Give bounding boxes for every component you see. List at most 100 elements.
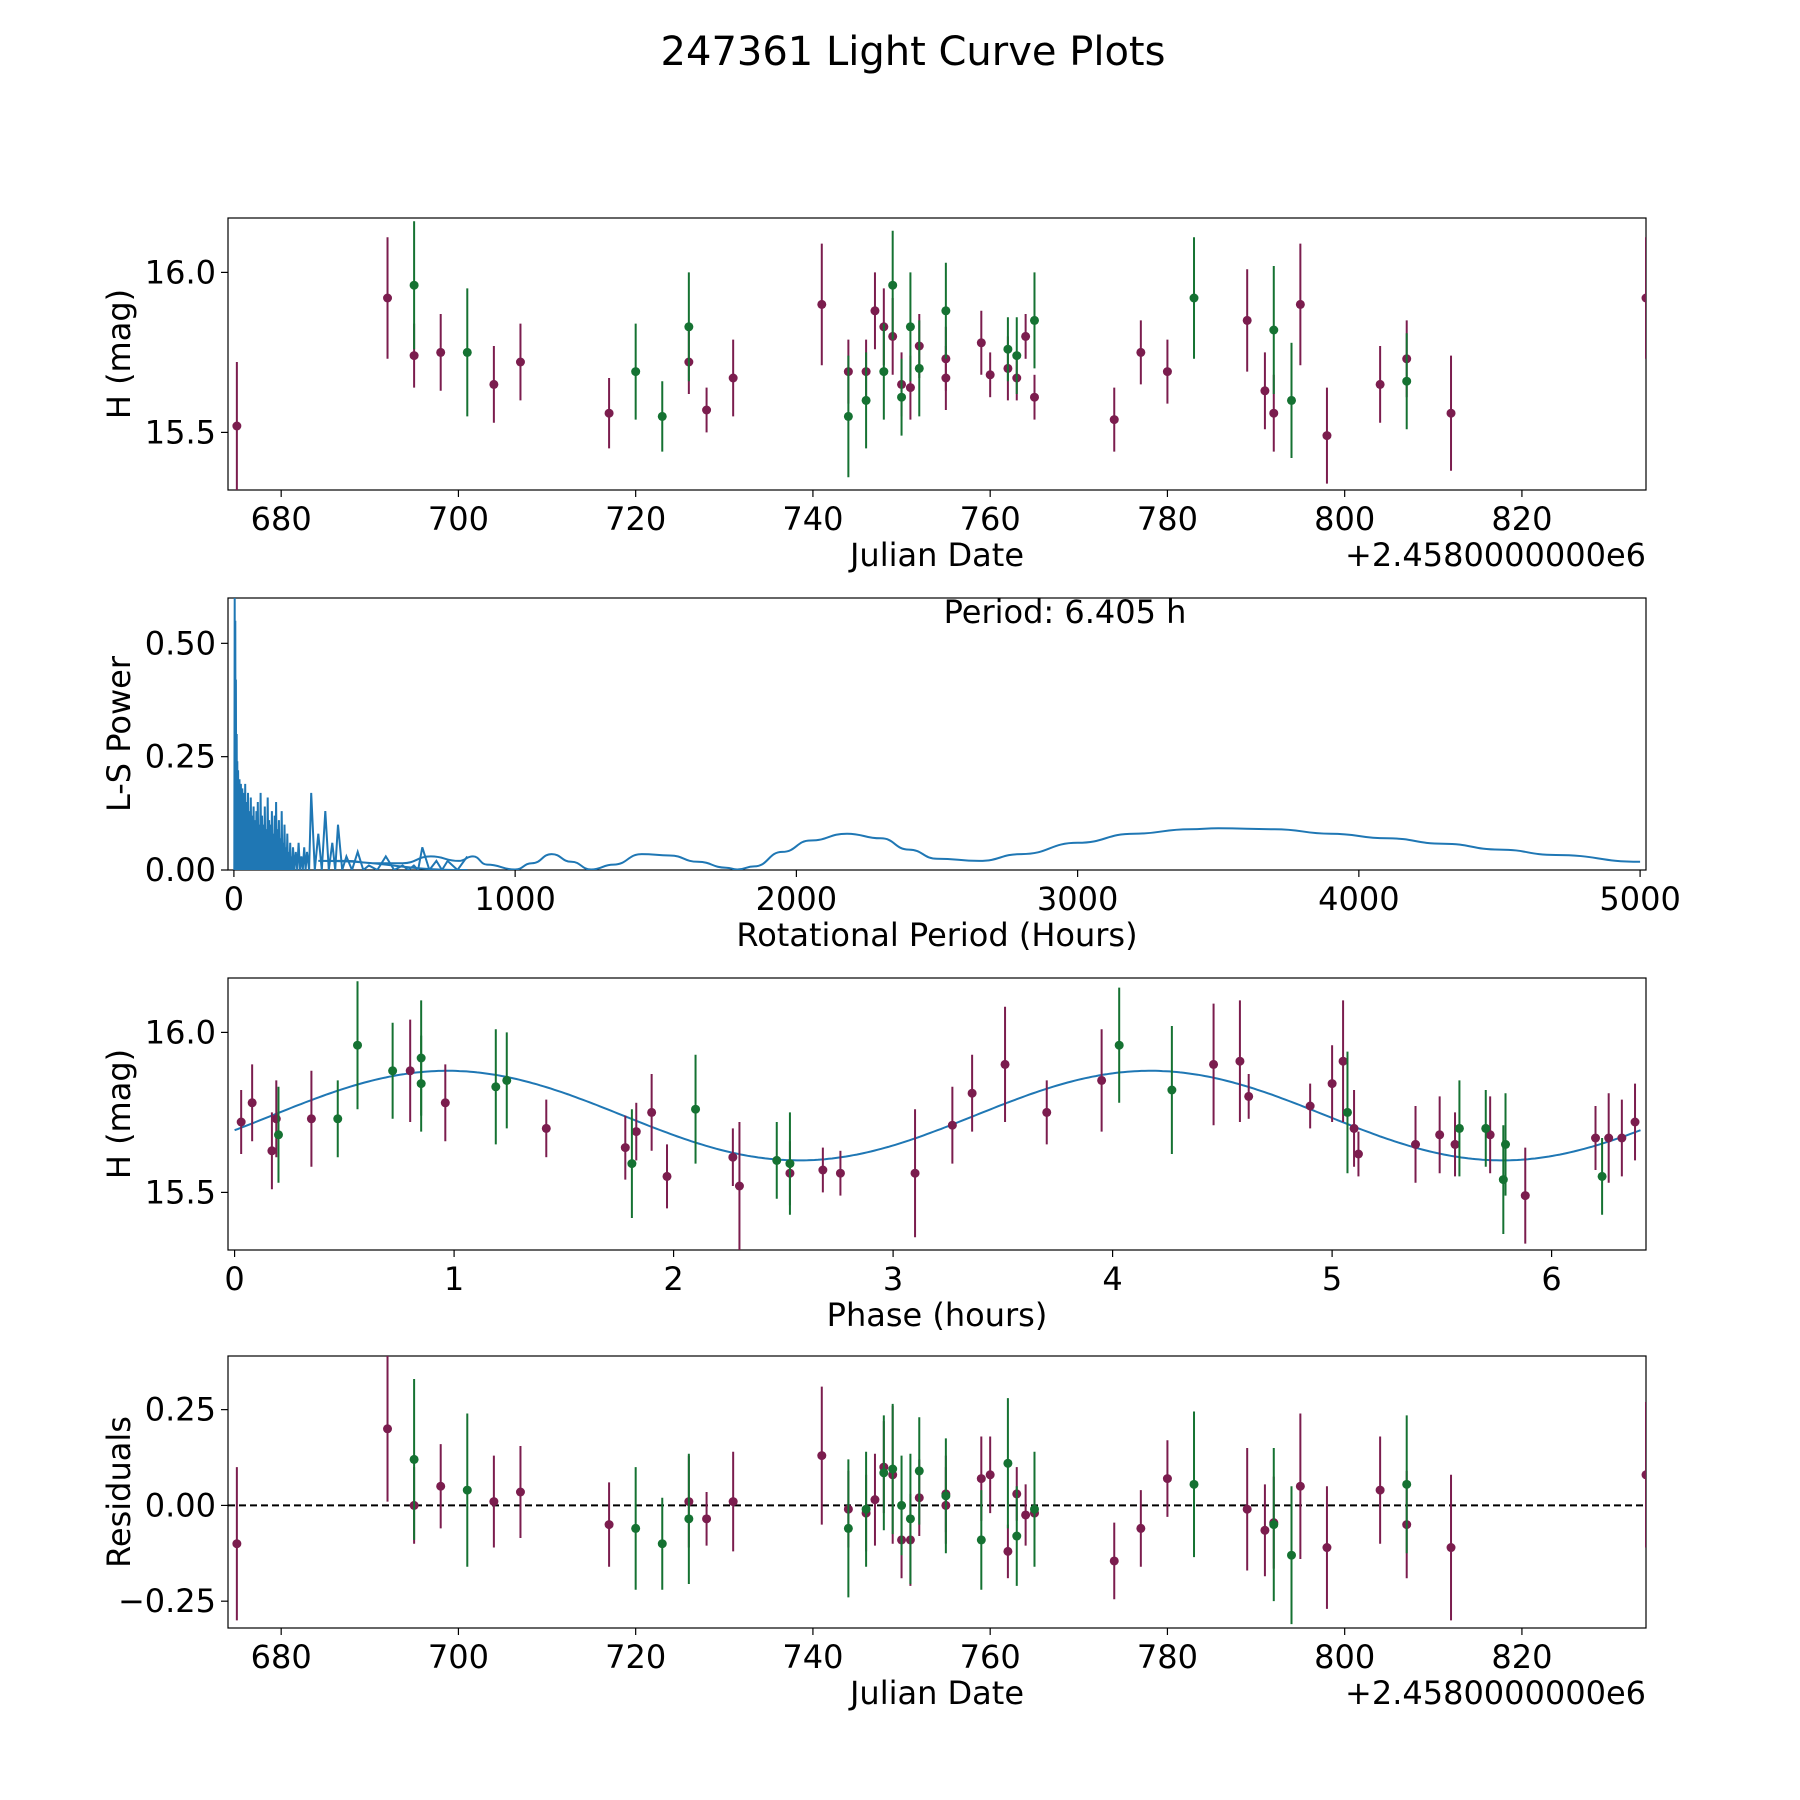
data-point-purple (1641, 1470, 1646, 1480)
x-axis-label: Rotational Period (Hours) (736, 916, 1137, 954)
x-tick-label: 780 (1137, 1638, 1198, 1676)
data-point-purple (232, 421, 242, 431)
x-tick-label: 3000 (1037, 880, 1118, 918)
data-point-purple (1260, 1525, 1270, 1535)
x-offset-label: +2.4580000000e6 (1345, 536, 1646, 574)
data-point-purple (1322, 1543, 1332, 1553)
x-tick-label: 760 (960, 1638, 1021, 1676)
x-tick-label: 0 (224, 880, 244, 918)
data-point-purple (818, 1165, 828, 1175)
data-point-green (409, 1454, 419, 1464)
period-annotation: Period: 6.405 h (944, 593, 1187, 631)
data-point-green (631, 1523, 641, 1533)
data-point-purple (1162, 367, 1172, 377)
data-point-green (772, 1155, 782, 1165)
data-point-green (333, 1114, 343, 1124)
data-point-purple (1322, 431, 1332, 441)
y-tick-label: 15.5 (145, 413, 216, 451)
data-point-purple (515, 357, 525, 367)
data-point-green (1012, 1531, 1022, 1541)
data-point-purple (436, 347, 446, 357)
data-point-purple (1295, 299, 1305, 309)
data-point-purple (728, 1152, 738, 1162)
data-point-green (976, 1535, 986, 1545)
data-point-green (416, 1053, 426, 1063)
y-tick-label: 0.00 (145, 1486, 216, 1524)
data-point-purple (662, 1171, 672, 1181)
panel-periodogram: 0 1000 2000 3000 4000 5000 0.00 0.25 0.50 Rotatio… (100, 593, 1681, 954)
data-point-purple (1446, 1543, 1456, 1553)
x-tick-label: 700 (428, 1638, 489, 1676)
data-point-green (631, 367, 641, 377)
x-tick-label: 2 (663, 1260, 683, 1298)
data-point-green (843, 411, 853, 421)
x-tick-label: 700 (428, 500, 489, 538)
data-point-purple (985, 1470, 995, 1480)
data-point-purple (728, 1497, 738, 1507)
x-axis-label: Phase (hours) (827, 1296, 1048, 1334)
data-point-purple (647, 1107, 657, 1117)
data-point-purple (1485, 1130, 1495, 1140)
data-point-green (1029, 315, 1039, 325)
data-point-purple (1000, 1059, 1010, 1069)
y-tick-label: 15.5 (145, 1173, 216, 1211)
data-point-green (657, 411, 667, 421)
data-point-purple (967, 1088, 977, 1098)
y-tick-label: 0.50 (145, 624, 216, 662)
data-point-purple (1349, 1123, 1359, 1133)
data-point-green (785, 1159, 795, 1169)
y-tick-label: 0.25 (145, 738, 216, 776)
data-point-green (941, 306, 951, 316)
data-point-purple (1242, 315, 1252, 325)
data-point-purple (541, 1123, 551, 1133)
data-point-purple (817, 299, 827, 309)
data-point-purple (1235, 1056, 1245, 1066)
x-tick-label: 3 (883, 1260, 903, 1298)
data-point-green (1501, 1139, 1511, 1149)
x-tick-label: 1 (444, 1260, 464, 1298)
data-point-green (1481, 1123, 1491, 1133)
data-point-green (861, 1504, 871, 1514)
data-point-green (888, 280, 898, 290)
periodogram-spikes (233, 598, 469, 870)
data-point-purple (870, 1495, 880, 1505)
y-tick-label: 16.0 (145, 1013, 216, 1051)
data-point-purple (976, 338, 986, 348)
data-point-green (941, 1491, 951, 1501)
x-tick-label: 4 (1102, 1260, 1122, 1298)
y-axis-label: H (mag) (100, 1049, 138, 1179)
x-tick-label: 720 (605, 1638, 666, 1676)
data-point-green (684, 322, 694, 332)
data-point-purple (436, 1481, 446, 1491)
y-tick-label: 0.25 (145, 1391, 216, 1429)
x-tick-label: 800 (1314, 1638, 1375, 1676)
data-point-green (1454, 1123, 1464, 1133)
data-point-purple (1591, 1133, 1601, 1143)
data-point-purple (941, 373, 951, 383)
data-point-green (914, 363, 924, 373)
data-point-green (1402, 1479, 1412, 1489)
data-point-purple (631, 1127, 641, 1137)
x-tick-label: 760 (960, 500, 1021, 538)
data-point-purple (515, 1487, 525, 1497)
data-point-purple (702, 405, 712, 415)
data-point-green (1003, 344, 1013, 354)
data-point-purple (247, 1098, 257, 1108)
x-tick-label: 740 (782, 500, 843, 538)
data-point-green (409, 280, 419, 290)
plot-area (234, 981, 1641, 1250)
x-tick-label: 740 (782, 1638, 843, 1676)
plot-area (233, 598, 1641, 870)
data-point-purple (1295, 1481, 1305, 1491)
data-point-purple (232, 1539, 242, 1549)
data-point-purple (1520, 1191, 1530, 1201)
x-tick-label: 780 (1137, 500, 1198, 538)
x-tick-label: 680 (251, 500, 312, 538)
data-point-purple (409, 351, 419, 361)
data-point-green (462, 347, 472, 357)
data-point-green (491, 1082, 501, 1092)
x-tick-label: 820 (1491, 1638, 1552, 1676)
data-point-purple (835, 1168, 845, 1178)
data-point-purple (1136, 1523, 1146, 1533)
data-point-purple (1136, 347, 1146, 357)
